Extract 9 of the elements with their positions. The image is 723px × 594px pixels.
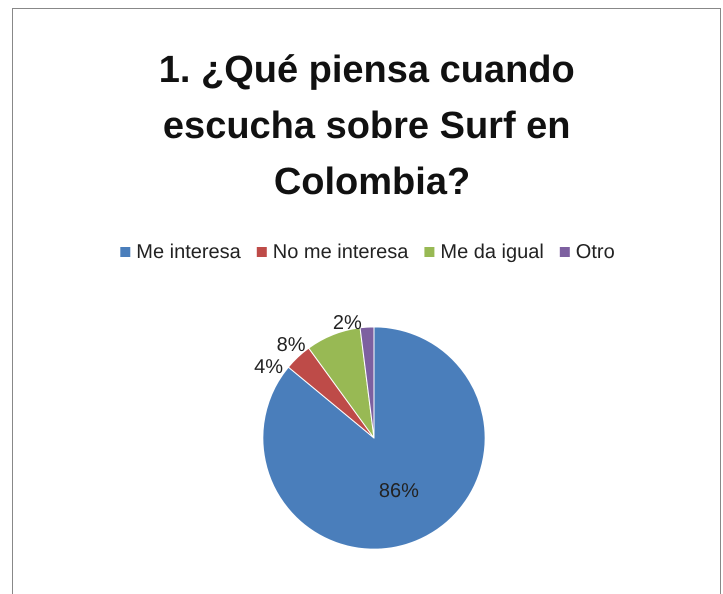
chart-title: 1. ¿Qué piensa cuando escucha sobre Surf en Colombia? [158,49,586,203]
data-label: 2% [332,312,362,334]
data-label: 86% [378,480,420,502]
data-label: 8% [276,334,306,356]
legend-label: Me interesa [136,241,242,263]
legend-label: Me da igual [440,241,544,263]
legend-label: No me interesa [272,241,410,263]
legend-label: Otro [576,241,615,263]
data-label: 4% [254,356,284,378]
